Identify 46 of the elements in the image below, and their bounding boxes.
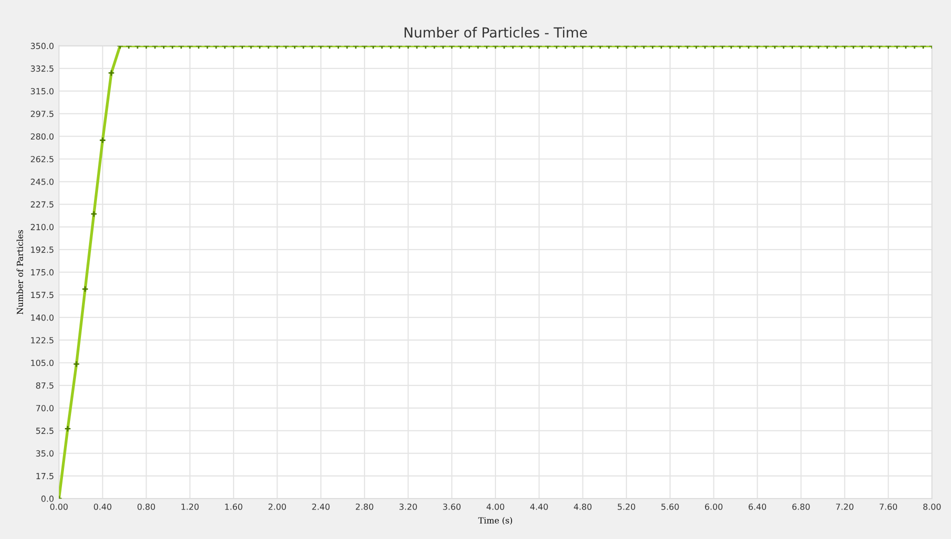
x-tick-label: 6.80 <box>792 504 810 510</box>
y-tick-label: 122.5 <box>31 337 54 344</box>
x-tick-label: 7.20 <box>836 504 854 510</box>
x-tick-label: 1.60 <box>225 504 242 510</box>
y-tick-label: 350.0 <box>30 42 54 50</box>
y-tick-label: 332.5 <box>30 65 54 72</box>
x-tick-label: 3.60 <box>443 504 461 510</box>
y-tick-label: 70.0 <box>36 405 54 412</box>
y-tick-label: 175.0 <box>31 269 54 276</box>
line-series <box>58 46 932 499</box>
x-tick-label: 2.40 <box>312 504 330 510</box>
y-tick-label: 52.5 <box>36 428 54 434</box>
y-tick-label: 87.5 <box>36 382 54 389</box>
x-tick-label: 2.80 <box>356 504 374 510</box>
y-tick-label: 245.0 <box>30 178 54 185</box>
y-tick-label: 297.5 <box>30 110 54 118</box>
y-tick-label: 280.0 <box>30 133 54 140</box>
x-tick-label: 5.60 <box>661 504 679 510</box>
y-tick-label: 35.0 <box>36 450 54 457</box>
y-tick-label: 0.0 <box>41 496 54 502</box>
x-tick-label: 6.00 <box>705 504 722 510</box>
x-tick-label: 5.20 <box>618 504 636 510</box>
x-tick-label: 4.00 <box>486 504 504 510</box>
x-tick-label: 6.40 <box>748 504 766 510</box>
x-tick-label: 2.00 <box>268 504 286 510</box>
y-tick-label: 105.0 <box>31 360 54 366</box>
y-tick-label: 227.5 <box>30 201 54 208</box>
x-axis-title: Time (s) <box>478 517 512 525</box>
y-tick-label: 315.0 <box>30 88 54 94</box>
y-tick-label: 157.5 <box>31 292 54 298</box>
y-tick-label: 17.5 <box>36 473 54 480</box>
x-tick-label: 0.80 <box>138 504 155 510</box>
x-tick-label: 0.00 <box>50 504 68 510</box>
x-tick-label: 1.20 <box>182 504 199 510</box>
chart-title: Number of Particles - Time <box>404 26 587 38</box>
x-tick-label: 8.00 <box>923 504 941 510</box>
x-tick-label: 4.40 <box>530 504 548 510</box>
x-tick-label: 0.40 <box>94 504 112 510</box>
x-tick-label: 3.20 <box>400 504 417 510</box>
y-axis-title: Number of Particles <box>16 230 24 314</box>
y-tick-label: 192.5 <box>31 246 54 253</box>
x-tick-label: 7.60 <box>880 504 898 510</box>
y-tick-label: 262.5 <box>30 156 54 162</box>
y-tick-label: 210.0 <box>30 224 54 230</box>
x-tick-label: 4.80 <box>574 504 592 510</box>
y-tick-label: 140.0 <box>31 314 54 321</box>
